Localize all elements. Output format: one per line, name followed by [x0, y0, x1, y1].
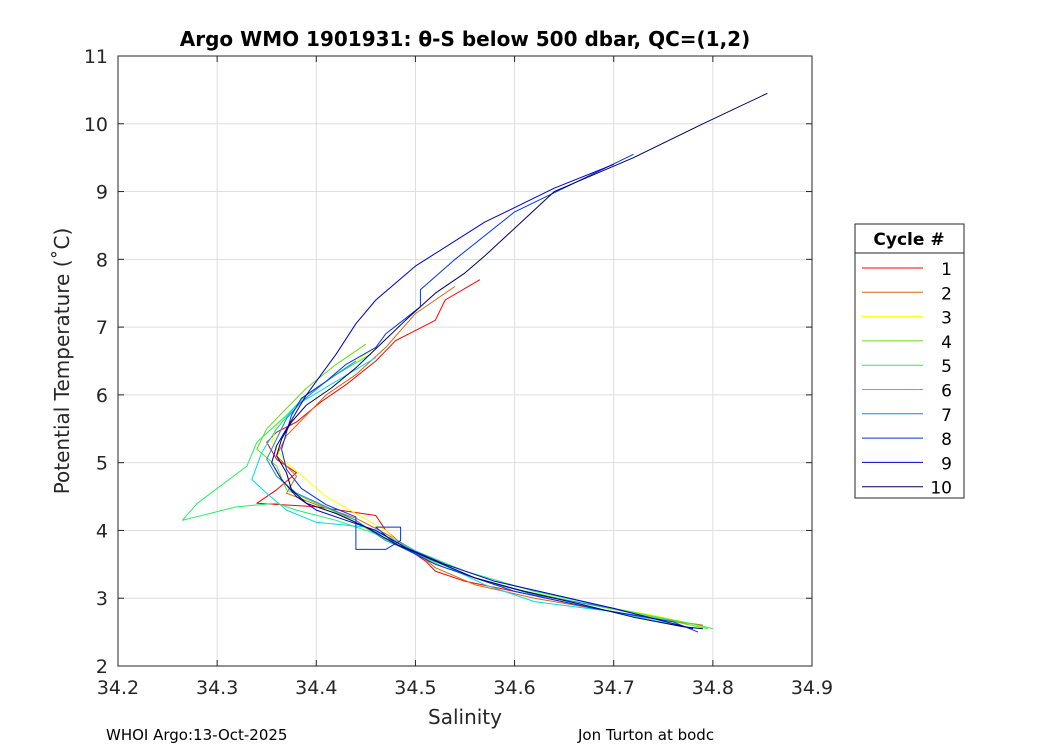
legend-title: Cycle # [873, 230, 944, 250]
x-tick-label: 34.3 [196, 677, 238, 699]
legend-label-cycle-2: 2 [941, 284, 952, 304]
x-tick-label: 34.4 [295, 677, 337, 699]
series-line-cycle-10 [276, 92, 768, 630]
y-tick-label: 2 [96, 656, 108, 678]
x-axis-label: Salinity [428, 705, 502, 729]
y-axis-label: Potential Temperature (˚C) [50, 228, 74, 495]
series-line-cycle-5 [181, 353, 714, 630]
x-tick-label: 34.9 [791, 677, 833, 699]
plot-area [118, 56, 812, 666]
series-line-cycle-9 [271, 163, 694, 630]
legend-label-cycle-1: 1 [941, 260, 952, 280]
legend: Cycle # 1 2 3 4 5 6 7 8 9 10 [854, 223, 965, 499]
legend-label-cycle-8: 8 [941, 430, 952, 450]
legend-label-cycle-5: 5 [941, 357, 952, 377]
legend-label-cycle-4: 4 [941, 333, 952, 353]
footer-right-credit: Jon Turton at bodc [578, 726, 715, 744]
x-tick-label: 34.5 [394, 677, 436, 699]
x-tick-label: 34.7 [593, 677, 635, 699]
y-tick-label: 8 [96, 249, 108, 271]
legend-label-cycle-10: 10 [930, 479, 952, 499]
legend-label-cycle-3: 3 [941, 309, 952, 329]
series-layer [181, 92, 768, 633]
series-line-cycle-1 [256, 279, 703, 626]
y-tick-label: 5 [96, 453, 108, 475]
series-line-cycle-6 [251, 357, 694, 630]
series-line-cycle-8 [281, 153, 699, 633]
legend-label-cycle-9: 9 [941, 454, 952, 474]
y-tick-label: 4 [96, 520, 108, 542]
y-tick-label: 10 [84, 114, 108, 136]
chart-title: Argo WMO 1901931: θ-S below 500 dbar, QC… [180, 27, 750, 51]
y-tick-label: 9 [96, 182, 108, 204]
axis-ticks: 34.2 34.3 34.4 34.5 34.6 34.7 34.8 34.9 2 3 4 5 6 7 8 9… [84, 46, 833, 699]
y-tick-label: 6 [96, 385, 108, 407]
series-line-cycle-2 [276, 285, 703, 626]
y-tick-label: 7 [96, 317, 108, 339]
legend-label-cycle-7: 7 [941, 406, 952, 426]
plot-frame [117, 55, 813, 667]
legend-box [854, 252, 965, 499]
x-tick-label: 34.8 [692, 677, 734, 699]
y-tick-label: 3 [96, 588, 108, 610]
x-tick-label: 34.6 [493, 677, 535, 699]
footer-left-credit: WHOI Argo:13-Oct-2025 [106, 726, 288, 744]
x-tick-label: 34.2 [97, 677, 139, 699]
legend-title-box [854, 223, 965, 254]
y-tick-label: 11 [84, 46, 108, 68]
legend-items: 1 2 3 4 5 6 7 8 9 10 [862, 260, 952, 499]
legend-label-cycle-6: 6 [941, 382, 952, 402]
